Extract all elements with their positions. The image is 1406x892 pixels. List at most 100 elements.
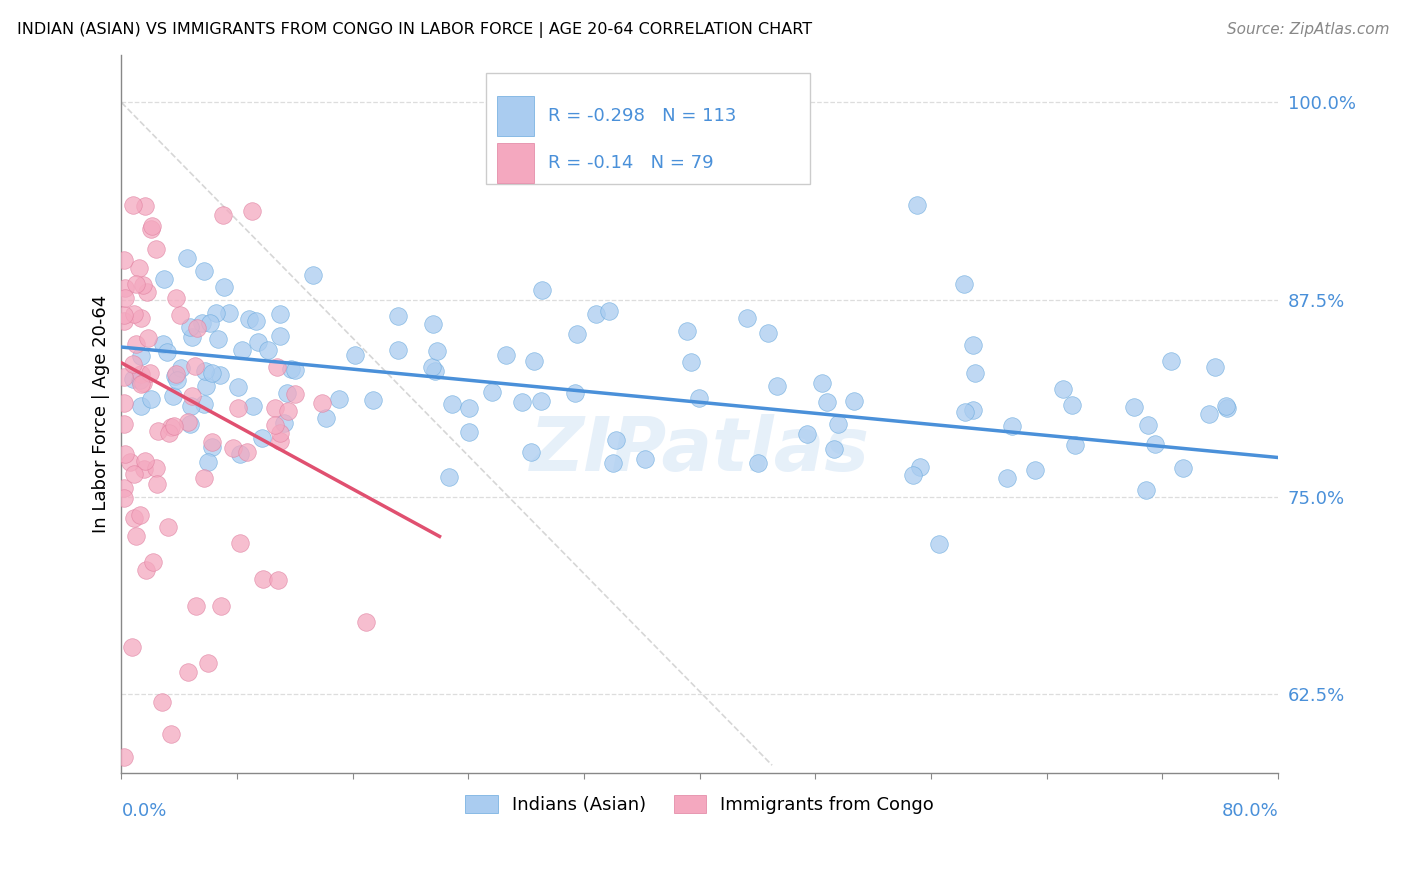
- Point: [267, 573, 290, 587]
- Point: [228, 535, 250, 549]
- Point: [208, 368, 231, 382]
- Point: [129, 377, 152, 392]
- Point: [269, 329, 291, 343]
- Point: [112, 253, 135, 268]
- Point: [134, 454, 156, 468]
- Point: [118, 455, 141, 469]
- Point: [1204, 359, 1226, 374]
- Point: [1135, 483, 1157, 497]
- Point: [1216, 401, 1239, 415]
- Point: [197, 656, 219, 670]
- Point: [194, 364, 217, 378]
- Text: 80.0%: 80.0%: [1222, 802, 1278, 820]
- Point: [139, 221, 162, 235]
- Point: [193, 471, 215, 485]
- Point: [343, 348, 366, 362]
- Point: [328, 392, 350, 406]
- Text: R = -0.298   N = 113: R = -0.298 N = 113: [548, 107, 737, 125]
- Point: [125, 337, 148, 351]
- Point: [122, 511, 145, 525]
- Point: [1160, 353, 1182, 368]
- Point: [197, 454, 219, 468]
- Point: [240, 203, 263, 218]
- Point: [159, 726, 181, 740]
- Point: [156, 345, 179, 359]
- Point: [387, 309, 409, 323]
- Point: [242, 399, 264, 413]
- Point: [235, 444, 257, 458]
- Point: [134, 199, 156, 213]
- Point: [1062, 398, 1084, 412]
- Point: [193, 397, 215, 411]
- Point: [440, 397, 463, 411]
- Point: [125, 529, 148, 543]
- Point: [145, 243, 167, 257]
- Point: [252, 572, 274, 586]
- Point: [264, 418, 287, 433]
- Point: [458, 401, 481, 416]
- Point: [122, 307, 145, 321]
- Point: [257, 343, 280, 358]
- Point: [910, 460, 932, 475]
- Point: [311, 395, 333, 409]
- Point: [426, 343, 449, 358]
- Point: [131, 349, 153, 363]
- Point: [212, 280, 235, 294]
- Bar: [498, 143, 534, 183]
- Point: [238, 312, 260, 326]
- Point: [284, 363, 307, 377]
- Point: [245, 314, 267, 328]
- Point: [176, 251, 198, 265]
- Point: [564, 385, 586, 400]
- Point: [995, 470, 1018, 484]
- Point: [138, 366, 160, 380]
- Point: [284, 387, 307, 401]
- Point: [269, 307, 291, 321]
- Point: [195, 378, 218, 392]
- Point: [523, 354, 546, 368]
- Point: [177, 415, 200, 429]
- Point: [166, 373, 188, 387]
- Point: [425, 364, 447, 378]
- Point: [796, 427, 818, 442]
- Point: [179, 320, 201, 334]
- Point: [823, 442, 845, 456]
- Point: [1064, 437, 1087, 451]
- Point: [128, 508, 150, 522]
- Point: [146, 477, 169, 491]
- Point: [142, 555, 165, 569]
- Point: [952, 277, 974, 291]
- Point: [815, 394, 838, 409]
- Point: [184, 599, 207, 613]
- Point: [565, 327, 588, 342]
- Point: [179, 417, 201, 432]
- Point: [226, 380, 249, 394]
- Point: [114, 447, 136, 461]
- Point: [136, 285, 159, 300]
- Point: [247, 335, 270, 350]
- Point: [481, 385, 503, 400]
- Point: [129, 311, 152, 326]
- Point: [162, 389, 184, 403]
- Point: [180, 399, 202, 413]
- Point: [204, 305, 226, 319]
- Point: [1198, 407, 1220, 421]
- Point: [420, 360, 443, 375]
- Point: [1024, 463, 1046, 477]
- Point: [530, 284, 553, 298]
- Legend: Indians (Asian), Immigrants from Congo: Indians (Asian), Immigrants from Congo: [458, 788, 942, 822]
- Point: [737, 310, 759, 325]
- Text: ZIPatlas: ZIPatlas: [530, 414, 870, 486]
- Point: [387, 343, 409, 358]
- Point: [228, 401, 250, 415]
- Point: [222, 441, 245, 455]
- Point: [129, 399, 152, 413]
- Point: [273, 416, 295, 430]
- Point: [842, 394, 865, 409]
- Point: [953, 404, 976, 418]
- Point: [962, 403, 984, 417]
- Point: [181, 330, 204, 344]
- Point: [160, 420, 183, 434]
- Point: [422, 317, 444, 331]
- Point: [356, 615, 378, 629]
